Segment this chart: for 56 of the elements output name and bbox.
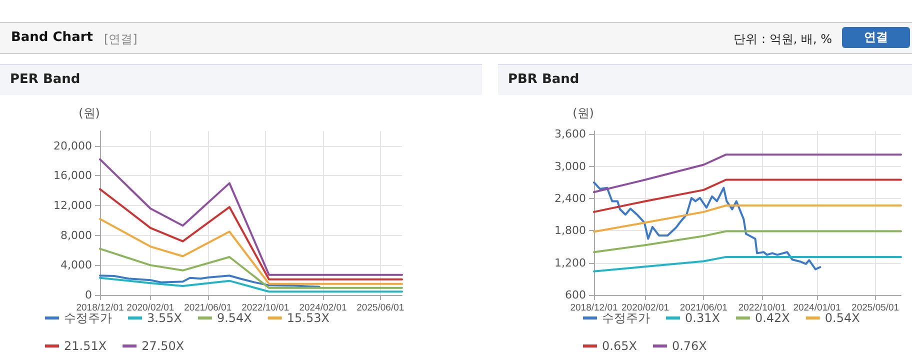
legend-label: 수정주가 bbox=[602, 311, 650, 325]
y-tick-label: 3,600 bbox=[554, 128, 586, 141]
y-tick-label: 4,000 bbox=[60, 258, 92, 272]
text: 단위 : 억원, 배, % bbox=[734, 31, 832, 48]
x-tick-label: 2024/02/01 bbox=[299, 302, 347, 314]
y-tick-label: 1,800 bbox=[554, 224, 586, 238]
line-series bbox=[99, 274, 320, 288]
legend-label: 27.50X bbox=[142, 339, 184, 353]
chart-title: PBR Band bbox=[498, 64, 912, 95]
x-tick-label: 2020/02/01 bbox=[621, 302, 670, 314]
line-series bbox=[99, 276, 403, 293]
legend-label: 3.55X bbox=[147, 311, 182, 325]
y-tick-label: 2,400 bbox=[554, 192, 586, 206]
x-tick-label: 2024/01/01 bbox=[793, 302, 841, 314]
text: Band Chart bbox=[11, 30, 93, 45]
line-series bbox=[593, 256, 902, 272]
y-tick-label: 20,000 bbox=[54, 139, 92, 152]
y-tick-label: 3,000 bbox=[554, 160, 586, 173]
legend-label: 0.54X bbox=[824, 311, 860, 325]
line-series bbox=[99, 188, 403, 280]
x-tick-label: 2021/06/01 bbox=[184, 302, 232, 314]
x-tick-label: 2021/06/01 bbox=[680, 302, 728, 314]
y-axis-title: (원) bbox=[78, 106, 100, 120]
line-series bbox=[593, 178, 902, 213]
y-tick-label: 16,000 bbox=[54, 169, 92, 182]
line-series bbox=[99, 248, 403, 289]
legend-label: 21.51X bbox=[64, 339, 107, 353]
legend-label: 0.76X bbox=[672, 339, 707, 353]
line-series bbox=[593, 154, 902, 194]
legend-label: 15.53X bbox=[286, 311, 330, 325]
y-tick-label: 0 bbox=[85, 288, 92, 302]
text: 연결 bbox=[842, 27, 910, 48]
chart-title: PER Band bbox=[0, 64, 482, 95]
x-tick-label: 2020/02/01 bbox=[126, 302, 174, 314]
legend-label: 수정주가 bbox=[64, 311, 112, 325]
x-tick-label: 2018/12/01 bbox=[76, 302, 124, 314]
y-tick-label: 600 bbox=[565, 288, 586, 302]
y-tick-label: 1,200 bbox=[554, 256, 586, 270]
x-tick-label: 2025/06/01 bbox=[356, 302, 404, 314]
line-series bbox=[593, 204, 902, 233]
x-tick-label: 2025/05/01 bbox=[852, 302, 900, 314]
legend-label: 0.42X bbox=[754, 311, 790, 325]
y-tick-label: 12,000 bbox=[54, 199, 92, 212]
line-series bbox=[99, 158, 403, 276]
line-series bbox=[593, 181, 822, 270]
x-tick-label: 2022/10/01 bbox=[738, 302, 786, 314]
text: [연결] bbox=[104, 31, 138, 48]
legend-label: 0.31X bbox=[685, 311, 720, 325]
legend-label: 9.54X bbox=[216, 311, 252, 325]
y-tick-label: 8,000 bbox=[60, 228, 92, 242]
legend-label: 0.65X bbox=[602, 339, 637, 353]
line-series bbox=[593, 230, 902, 254]
line-series bbox=[99, 218, 403, 285]
x-tick-label: 2018/12/01 bbox=[570, 302, 618, 314]
y-axis-title: (원) bbox=[572, 106, 594, 120]
x-tick-label: 2022/10/01 bbox=[242, 302, 290, 314]
